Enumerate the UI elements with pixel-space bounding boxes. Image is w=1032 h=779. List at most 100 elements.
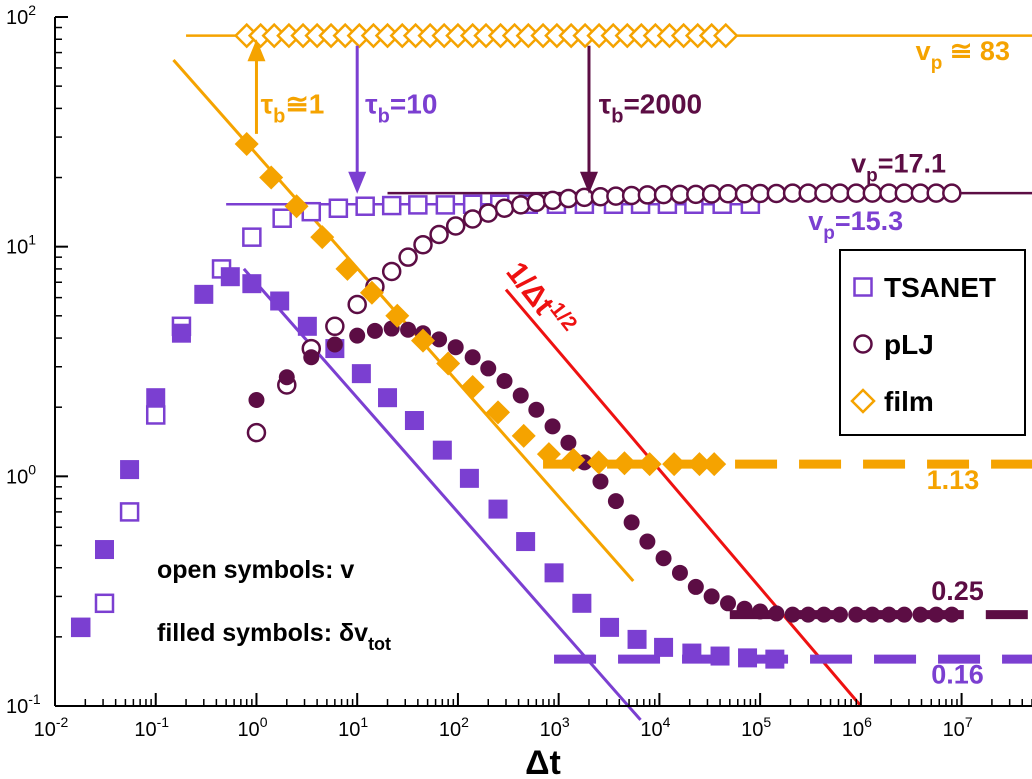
data-point (766, 183, 787, 204)
data-point (687, 452, 712, 477)
filled-symbols-note: filled symbols: δvtot (157, 619, 391, 654)
arrow-label-2: τb=2000 (599, 89, 702, 128)
data-point (846, 183, 866, 203)
data-point (413, 234, 433, 255)
plateau-label-main: v (916, 36, 931, 66)
data-point (512, 387, 529, 404)
data-point (831, 606, 848, 623)
data-point (574, 187, 595, 208)
x-tick-exp: 5 (763, 714, 771, 730)
x-axis-title: Δt (525, 744, 561, 779)
plateau-label-main: v (808, 206, 823, 236)
data-point (662, 452, 687, 477)
arrow-label-value: ≅1 (285, 89, 324, 120)
arrow-label-tau: τ (261, 89, 274, 120)
data-point (718, 183, 738, 204)
arrow-label-value: =10 (390, 89, 438, 120)
data-point (623, 514, 640, 531)
data-point (436, 351, 461, 376)
data-point (814, 183, 834, 203)
data-point (542, 190, 563, 211)
arrow-label-tau: τ (599, 89, 612, 120)
data-point (378, 388, 398, 408)
plateau-label-2: vp=15.3 (808, 206, 903, 244)
data-point (653, 184, 674, 205)
data-point (558, 188, 579, 209)
data-point (408, 195, 428, 215)
plateau-label-4: 0.25 (931, 576, 984, 606)
data-point (303, 349, 320, 366)
data-point (119, 502, 140, 522)
y-tick-label: 100 (6, 461, 36, 488)
data-point (928, 606, 945, 623)
data-point (896, 606, 913, 623)
arrow-head-0 (247, 39, 266, 62)
data-point (654, 637, 674, 657)
y-tick-base: 10 (6, 7, 28, 29)
series-film-open (233, 22, 739, 49)
data-point (326, 336, 343, 353)
series-tsanet-filled (71, 267, 785, 669)
legend-marker-plj (853, 334, 873, 354)
data-point (536, 442, 561, 467)
data-point (270, 291, 290, 311)
plateau-label-main: 0.25 (931, 576, 984, 606)
data-point (381, 195, 402, 216)
x-tick-base: 10 (439, 719, 461, 741)
ticks: 10-2 10-1 100 101 102 103 104 105 106 10710-11001… (6, 2, 1032, 741)
arrow-label-1: τb=10 (365, 89, 437, 128)
data-point (768, 605, 785, 622)
x-tick-label: 105 (741, 714, 771, 741)
data-point (488, 499, 508, 519)
data-point (194, 284, 214, 304)
x-tick-base: 10 (34, 719, 56, 741)
data-point (738, 648, 758, 668)
data-point (612, 451, 637, 476)
y-tick-exp: -1 (28, 691, 41, 707)
annotations: 1/Δt1/2 open symbols: v filled symbols: … (157, 256, 581, 654)
data-point (627, 629, 647, 649)
data-point (592, 473, 609, 490)
data-point (702, 452, 727, 477)
legend-label-film: film (884, 386, 934, 417)
arrow-head-2 (579, 171, 598, 194)
legend-label-plj: pLJ (884, 329, 934, 360)
data-point (447, 339, 464, 356)
data-point (910, 183, 931, 203)
x-tick-base: 10 (943, 719, 965, 741)
data-point (297, 316, 317, 336)
data-point (561, 447, 586, 472)
x-tick-base: 10 (338, 719, 360, 741)
data-point (335, 256, 360, 281)
data-point (359, 280, 384, 305)
legend-entries: TSANET pLJ film (850, 272, 996, 417)
data-point (670, 184, 690, 205)
data-point (146, 388, 166, 408)
data-point (862, 183, 883, 203)
data-point (398, 247, 418, 267)
y-tick-base: 10 (6, 466, 28, 488)
data-point (710, 646, 730, 666)
data-point (655, 550, 672, 567)
data-point (145, 405, 166, 425)
plateau-label-value: =17.1 (878, 149, 946, 179)
x-tick-label: 102 (439, 714, 469, 741)
x-tick-label: 107 (943, 714, 973, 741)
x-tick-base: 10 (842, 719, 864, 741)
legend-marker-tsanet (853, 277, 873, 297)
data-point (526, 192, 547, 213)
data-point (496, 373, 513, 390)
plateau-label-value: ≅ 83 (942, 36, 1010, 66)
filled-symbols-prefix: filled symbols: δv (157, 619, 368, 647)
data-point (560, 434, 577, 451)
y-tick-base: 10 (6, 696, 28, 718)
data-point (328, 198, 349, 218)
data-point (435, 195, 456, 215)
data-point (355, 196, 375, 216)
data-point (720, 595, 737, 612)
data-point (486, 400, 511, 425)
y-tick-base: 10 (6, 237, 28, 259)
y-tick-exp: 0 (28, 461, 36, 477)
data-point (607, 493, 624, 510)
data-point (94, 593, 115, 614)
